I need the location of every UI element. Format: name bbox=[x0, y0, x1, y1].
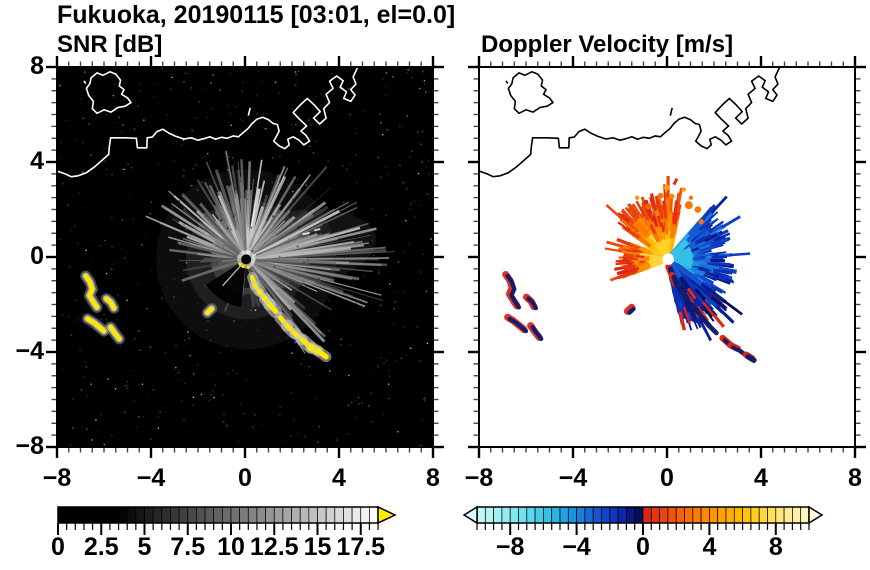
snr-panel-label: SNR [dB] bbox=[57, 31, 163, 58]
axes bbox=[46, 56, 866, 458]
velocity-panel bbox=[479, 67, 855, 447]
velocity-panel-label: Doppler Velocity [m/s] bbox=[481, 31, 734, 58]
snr-panel bbox=[57, 67, 433, 447]
colorbars bbox=[57, 505, 824, 535]
figure-title: Fukuoka, 20190115 [03:01, el=0.0] bbox=[57, 1, 456, 29]
